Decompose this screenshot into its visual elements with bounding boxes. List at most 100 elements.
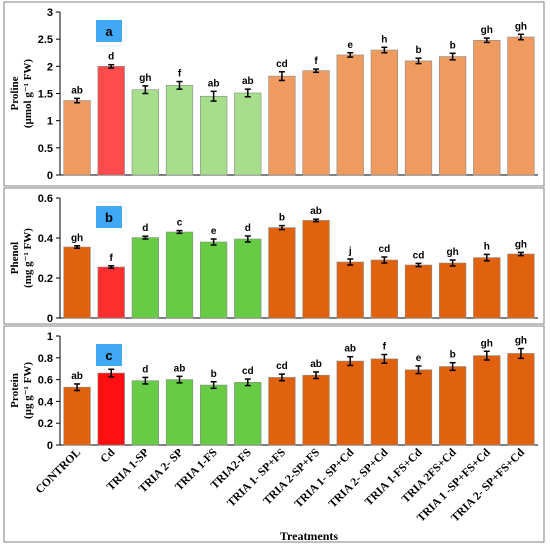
y-axis-unit: (µmol g⁻¹ FW)	[22, 59, 34, 129]
bar-c-3	[165, 379, 194, 446]
significance-letter: ab	[242, 76, 254, 87]
significance-letter: e	[211, 226, 217, 237]
bar-a-3	[165, 85, 194, 176]
panel-border	[3, 1, 545, 187]
y-tick-label: 0.2	[38, 418, 53, 430]
bar-a-12	[473, 39, 501, 176]
significance-letter: f	[110, 253, 114, 264]
y-tick-label: 2	[47, 61, 53, 73]
significance-letter: c	[177, 218, 183, 229]
bar-c-7	[302, 374, 330, 446]
bar-a-6	[268, 75, 296, 176]
bar-a-4	[200, 95, 228, 176]
bar-c-1	[97, 372, 125, 446]
panel-label-box	[96, 206, 122, 228]
y-tick-label: 0.5	[38, 143, 53, 155]
significance-letter: gh	[481, 25, 493, 36]
y-tick-label: 0	[47, 170, 53, 182]
bar-b-2	[131, 237, 159, 319]
significance-letter: b	[279, 213, 285, 224]
category-label: Cd	[98, 446, 117, 465]
significance-letter: d	[142, 364, 148, 375]
significance-letter: ab	[174, 363, 186, 374]
significance-letter: d	[245, 223, 251, 234]
significance-letter: ab	[310, 206, 322, 217]
significance-letter: gh	[71, 233, 83, 244]
bar-a-0	[63, 100, 91, 176]
y-tick-label: 1	[47, 116, 53, 128]
bar-b-13	[507, 253, 535, 319]
bar-c-4	[200, 384, 228, 446]
bar-c-12	[473, 355, 501, 446]
significance-letter: cd	[379, 244, 391, 255]
y-axis-label: Phenol	[9, 242, 21, 274]
significance-letter: ab	[310, 359, 322, 370]
significance-letter: cd	[242, 366, 254, 377]
panel-label: b	[105, 210, 113, 225]
significance-letter: gh	[447, 247, 459, 258]
y-axis-label: Protein	[9, 373, 21, 408]
bar-b-10	[404, 264, 433, 319]
bar-c-6	[268, 377, 296, 446]
bar-c-5	[234, 382, 262, 446]
y-tick-label: 0.4	[38, 396, 54, 408]
significance-letter: gh	[481, 338, 493, 349]
significance-letter: ab	[208, 78, 220, 89]
y-tick-label: 0.4	[38, 233, 54, 245]
bar-c-2	[131, 380, 159, 446]
bar-b-1	[97, 266, 125, 319]
significance-letter: b	[211, 369, 217, 380]
category-label: TRIA 2- SP+Cd	[327, 446, 391, 510]
significance-letter: h	[484, 241, 490, 252]
significance-letter: ab	[71, 85, 83, 96]
bar-b-6	[268, 227, 296, 319]
significance-letter: b	[415, 45, 421, 56]
y-tick-label: 2.5	[38, 34, 53, 46]
significance-letter: f	[314, 56, 318, 67]
y-axis-label: Proline	[9, 76, 21, 110]
significance-letter: h	[381, 34, 387, 45]
bar-c-13	[507, 353, 535, 446]
y-tick-label: 0.2	[38, 273, 53, 285]
y-tick-label: 1	[47, 331, 53, 343]
category-label: TRIA 1- SP+Cd	[293, 446, 357, 510]
bar-b-9	[370, 259, 398, 319]
significance-letter: j	[348, 246, 352, 257]
bar-b-5	[234, 238, 262, 319]
x-axis-title: Treatments	[280, 529, 339, 543]
bar-b-4	[200, 241, 228, 319]
significance-letter: f	[178, 69, 182, 80]
significance-letter: gh	[139, 73, 151, 84]
panel-border	[3, 325, 545, 543]
y-tick-label: 0	[47, 440, 53, 452]
significance-letter: ab	[344, 344, 356, 355]
panel-label-box	[96, 20, 122, 42]
y-tick-label: 1.5	[38, 89, 53, 101]
panel-label: c	[105, 348, 112, 363]
significance-letter: b	[450, 350, 456, 361]
y-tick-label: 3	[47, 7, 53, 19]
bar-c-11	[439, 366, 467, 446]
bar-b-8	[336, 261, 364, 319]
bar-b-3	[165, 231, 194, 319]
bar-b-12	[473, 257, 501, 319]
y-tick-label: 0.6	[38, 193, 53, 205]
significance-letter: cd	[413, 250, 425, 261]
significance-letter: d	[108, 52, 114, 63]
bar-b-11	[439, 262, 467, 319]
significance-letter: gh	[515, 336, 527, 347]
bar-a-5	[234, 92, 262, 176]
bar-c-10	[404, 369, 433, 446]
panel-border	[3, 187, 545, 325]
bar-c-8	[336, 360, 364, 446]
bar-a-8	[336, 54, 364, 176]
significance-letter: cd	[276, 361, 288, 372]
y-tick-label: 0.8	[38, 353, 53, 365]
bar-a-7	[302, 70, 330, 176]
panel-label: a	[105, 24, 113, 39]
y-tick-label: 0.6	[38, 375, 53, 387]
